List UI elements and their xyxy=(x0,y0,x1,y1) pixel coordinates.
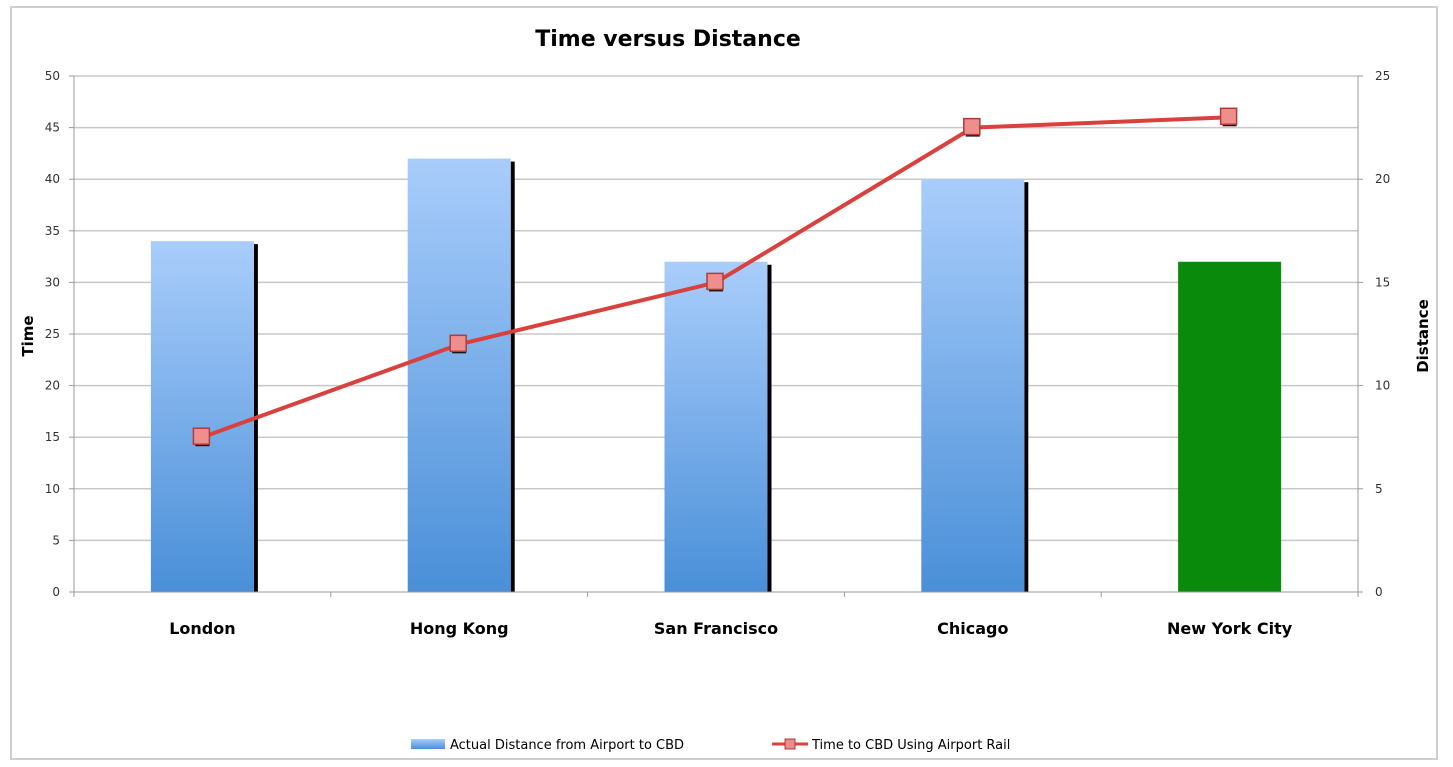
data-point-marker xyxy=(1219,107,1238,126)
left-tick-label: 30 xyxy=(45,275,60,289)
data-point-marker xyxy=(449,334,467,353)
chart-title: Time versus Distance xyxy=(535,27,801,52)
left-tick-label: 35 xyxy=(45,224,60,238)
left-tick-label: 40 xyxy=(45,172,60,186)
category-label: San Francisco xyxy=(654,619,778,638)
bar xyxy=(407,158,511,592)
bar xyxy=(921,179,1025,592)
legend-line-marker xyxy=(784,738,796,750)
data-point-marker xyxy=(706,272,724,291)
category-labels: London Hong Kong San Francisco Chicago New Y… xyxy=(169,619,1293,638)
data-point-marker xyxy=(963,117,981,136)
left-tick-label: 20 xyxy=(45,379,60,393)
left-tick-label: 50 xyxy=(45,69,60,83)
left-tick-label: 10 xyxy=(45,482,60,496)
legend-line-label: Time to CBD Using Airport Rail xyxy=(811,738,1010,753)
left-axis-title: Time xyxy=(19,315,37,356)
left-axis-ticks: 0 5 10 15 20 25 30 35 40 45 50 xyxy=(45,69,60,599)
bars xyxy=(150,158,1282,592)
data-point-marker xyxy=(192,427,211,445)
category-label: Chicago xyxy=(937,619,1008,638)
category-label: Hong Kong xyxy=(410,619,509,638)
right-axis-ticks: 0 5 10 15 20 25 xyxy=(1375,69,1390,599)
left-tick-label: 25 xyxy=(45,327,60,341)
category-label: London xyxy=(169,619,235,638)
bar xyxy=(150,241,254,592)
gridlines xyxy=(74,75,1358,542)
bar-shadow xyxy=(1024,182,1029,592)
axes xyxy=(69,75,1363,597)
right-axis-title: Distance xyxy=(1414,299,1432,373)
left-tick-label: 15 xyxy=(45,430,60,444)
right-tick-label: 15 xyxy=(1375,275,1390,289)
right-tick-label: 20 xyxy=(1375,172,1390,186)
category-label: New York City xyxy=(1167,619,1293,638)
legend-bar-swatch xyxy=(411,739,445,749)
right-tick-label: 5 xyxy=(1375,482,1383,496)
legend: Actual Distance from Airport to CBD Time… xyxy=(411,738,1010,753)
right-tick-label: 10 xyxy=(1375,379,1390,393)
right-tick-label: 25 xyxy=(1375,69,1390,83)
legend-bar-label: Actual Distance from Airport to CBD xyxy=(450,738,684,753)
left-tick-label: 0 xyxy=(52,585,60,599)
left-tick-label: 5 xyxy=(52,533,60,547)
bar-shadow xyxy=(767,264,772,592)
right-tick-label: 0 xyxy=(1375,585,1383,599)
bar-shadow xyxy=(510,161,515,592)
bar xyxy=(664,261,768,592)
bar xyxy=(1178,261,1282,592)
line-series xyxy=(192,107,1238,447)
left-tick-label: 45 xyxy=(45,121,60,135)
